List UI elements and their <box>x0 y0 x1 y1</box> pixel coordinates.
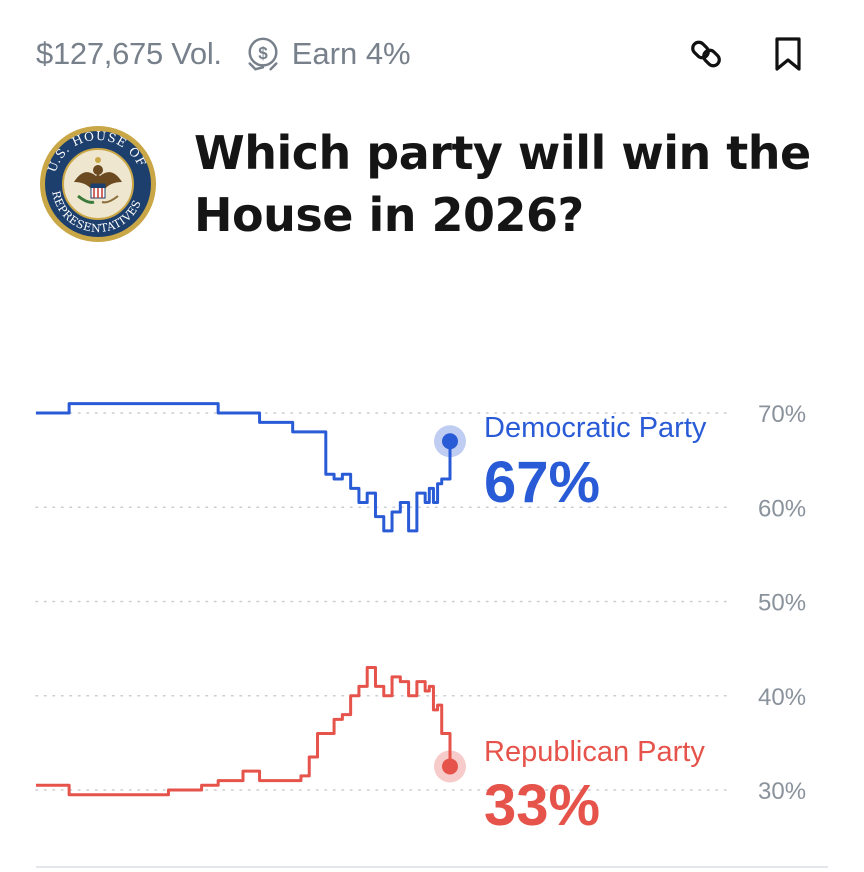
series-line-republican <box>36 665 452 797</box>
y-tick-label-60: 60% <box>758 495 806 522</box>
svg-text:$: $ <box>258 44 268 63</box>
bookmark-button[interactable] <box>768 34 808 74</box>
series-line-democratic <box>36 402 452 533</box>
copy-link-button[interactable] <box>686 34 726 74</box>
y-tick-label-30: 30% <box>758 778 806 805</box>
endpoint-dot-0 <box>442 433 458 450</box>
endpoint-dot-1 <box>442 758 458 775</box>
y-tick-label-40: 40% <box>758 684 806 711</box>
house-seal-icon: U.S. HOUSE OF REPRESENTATIVES <box>40 126 156 242</box>
y-tick-label-70: 70% <box>758 401 806 428</box>
y-tick-label-50: 50% <box>758 590 806 617</box>
bottom-divider <box>36 866 828 868</box>
series-value-1: 33% <box>484 773 600 838</box>
market-title: Which party will win the House in 2026? <box>194 126 811 242</box>
earn-badge[interactable]: $ Earn 4% <box>244 35 411 73</box>
bookmark-icon <box>775 37 801 71</box>
series-name-1: Republican Party <box>484 736 705 768</box>
volume-text: $127,675 Vol. <box>36 36 222 71</box>
chart-canvas: 30% 40% 50% 60% 70% Democratic Party 67% Republ… <box>35 401 806 838</box>
probability-chart: 30% 40% 50% 60% 70% Democratic Party 67% Republ… <box>0 380 864 860</box>
series-name-0: Democratic Party <box>484 412 707 444</box>
link-icon <box>691 40 721 68</box>
coin-cycle-icon: $ <box>248 37 278 71</box>
series-value-0: 67% <box>484 450 600 515</box>
market-header: U.S. HOUSE OF REPRESENTATIVES Which part… <box>38 116 828 246</box>
earn-label: Earn 4% <box>291 36 411 71</box>
market-topbar: $127,675 Vol. $ Earn 4% <box>36 30 828 78</box>
